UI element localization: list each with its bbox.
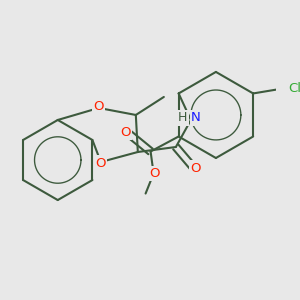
Text: H: H [178, 112, 188, 124]
Text: O: O [94, 100, 104, 113]
Text: Cl: Cl [288, 82, 300, 95]
Text: N: N [191, 112, 201, 124]
Text: O: O [149, 167, 160, 180]
Text: O: O [120, 126, 131, 139]
Text: O: O [190, 161, 201, 175]
Text: O: O [95, 157, 106, 169]
